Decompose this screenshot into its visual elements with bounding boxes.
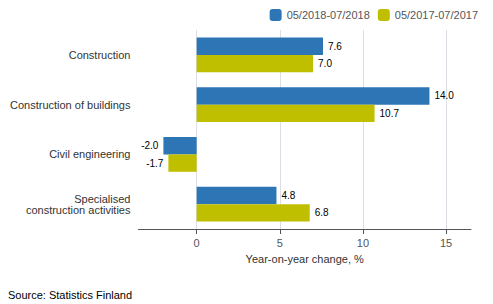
svg-text:Year-on-year change, %: Year-on-year change, % <box>246 253 364 265</box>
svg-text:15: 15 <box>440 237 452 249</box>
svg-text:-2.0: -2.0 <box>141 140 159 151</box>
svg-text:Source: Statistics Finland: Source: Statistics Finland <box>8 289 132 301</box>
svg-text:4.8: 4.8 <box>281 190 295 201</box>
svg-text:-1.7: -1.7 <box>146 158 164 169</box>
svg-text:Specialised: Specialised <box>74 192 131 205</box>
svg-text:10.7: 10.7 <box>380 108 400 119</box>
svg-text:Civil engineering: Civil engineering <box>49 148 130 160</box>
svg-text:05/2017-07/2017: 05/2017-07/2017 <box>395 9 478 21</box>
svg-text:05/2018-07/2018: 05/2018-07/2018 <box>287 9 370 21</box>
svg-text:6.8: 6.8 <box>315 207 329 218</box>
svg-text:5: 5 <box>277 237 283 249</box>
svg-text:14.0: 14.0 <box>434 90 454 101</box>
svg-text:0: 0 <box>194 237 200 249</box>
svg-text:10: 10 <box>357 237 369 249</box>
svg-text:Construction: Construction <box>69 49 131 61</box>
svg-text:7.6: 7.6 <box>328 41 342 52</box>
svg-text:construction activities: construction activities <box>26 204 131 216</box>
svg-text:7.0: 7.0 <box>318 58 332 69</box>
svg-text:Construction of buildings: Construction of buildings <box>10 99 131 111</box>
